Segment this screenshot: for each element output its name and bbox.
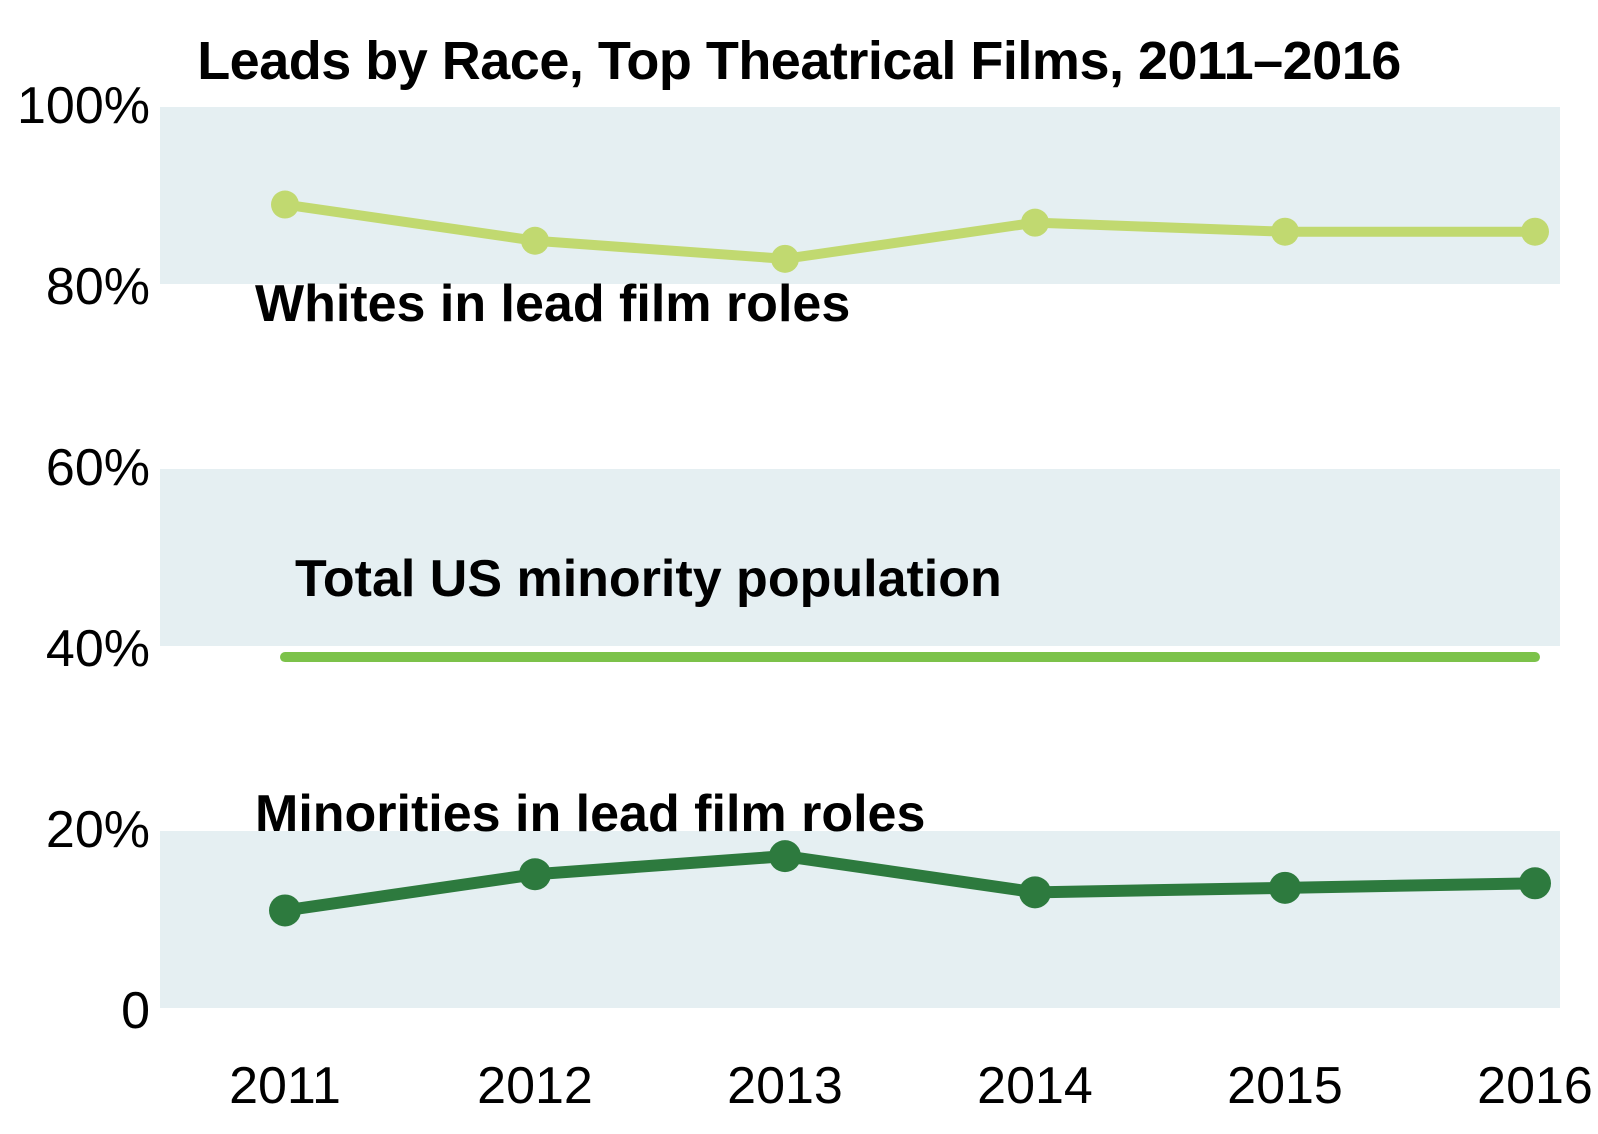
y-axis-tick-label: 60% (46, 438, 150, 498)
series-marker-minorities (1519, 867, 1551, 899)
series-label-whites: Whites in lead film roles (255, 274, 850, 334)
plot-band (160, 105, 1560, 286)
x-axis-tick-label: 2015 (1220, 1056, 1350, 1116)
chart-container: Leads by Race, Top Theatrical Films, 201… (0, 0, 1598, 1134)
y-axis-tick-label: 100% (17, 76, 150, 136)
series-marker-whites (521, 227, 549, 255)
series-marker-minorities (519, 858, 551, 890)
series-marker-whites (271, 191, 299, 219)
series-label-minorities: Minorities in lead film roles (255, 784, 925, 844)
series-marker-whites (771, 245, 799, 273)
series-label-minority_pop: Total US minority population (295, 549, 1002, 609)
x-axis-tick-label: 2011 (220, 1056, 350, 1116)
series-marker-whites (1021, 209, 1049, 237)
series-marker-minorities (269, 894, 301, 926)
x-axis-tick-label: 2013 (720, 1056, 850, 1116)
y-axis-tick-label: 20% (46, 800, 150, 860)
x-axis-tick-label: 2016 (1470, 1056, 1598, 1116)
y-axis-tick-label: 80% (46, 257, 150, 317)
plot-band (160, 829, 1560, 1010)
series-marker-minorities (1019, 876, 1051, 908)
series-marker-whites (1271, 218, 1299, 246)
y-axis-tick-label: 0 (121, 981, 150, 1041)
x-axis-tick-label: 2012 (470, 1056, 600, 1116)
series-marker-whites (1521, 218, 1549, 246)
y-axis-tick-label: 40% (46, 619, 150, 679)
series-marker-minorities (769, 840, 801, 872)
x-axis-tick-label: 2014 (970, 1056, 1100, 1116)
series-marker-minorities (1269, 872, 1301, 904)
